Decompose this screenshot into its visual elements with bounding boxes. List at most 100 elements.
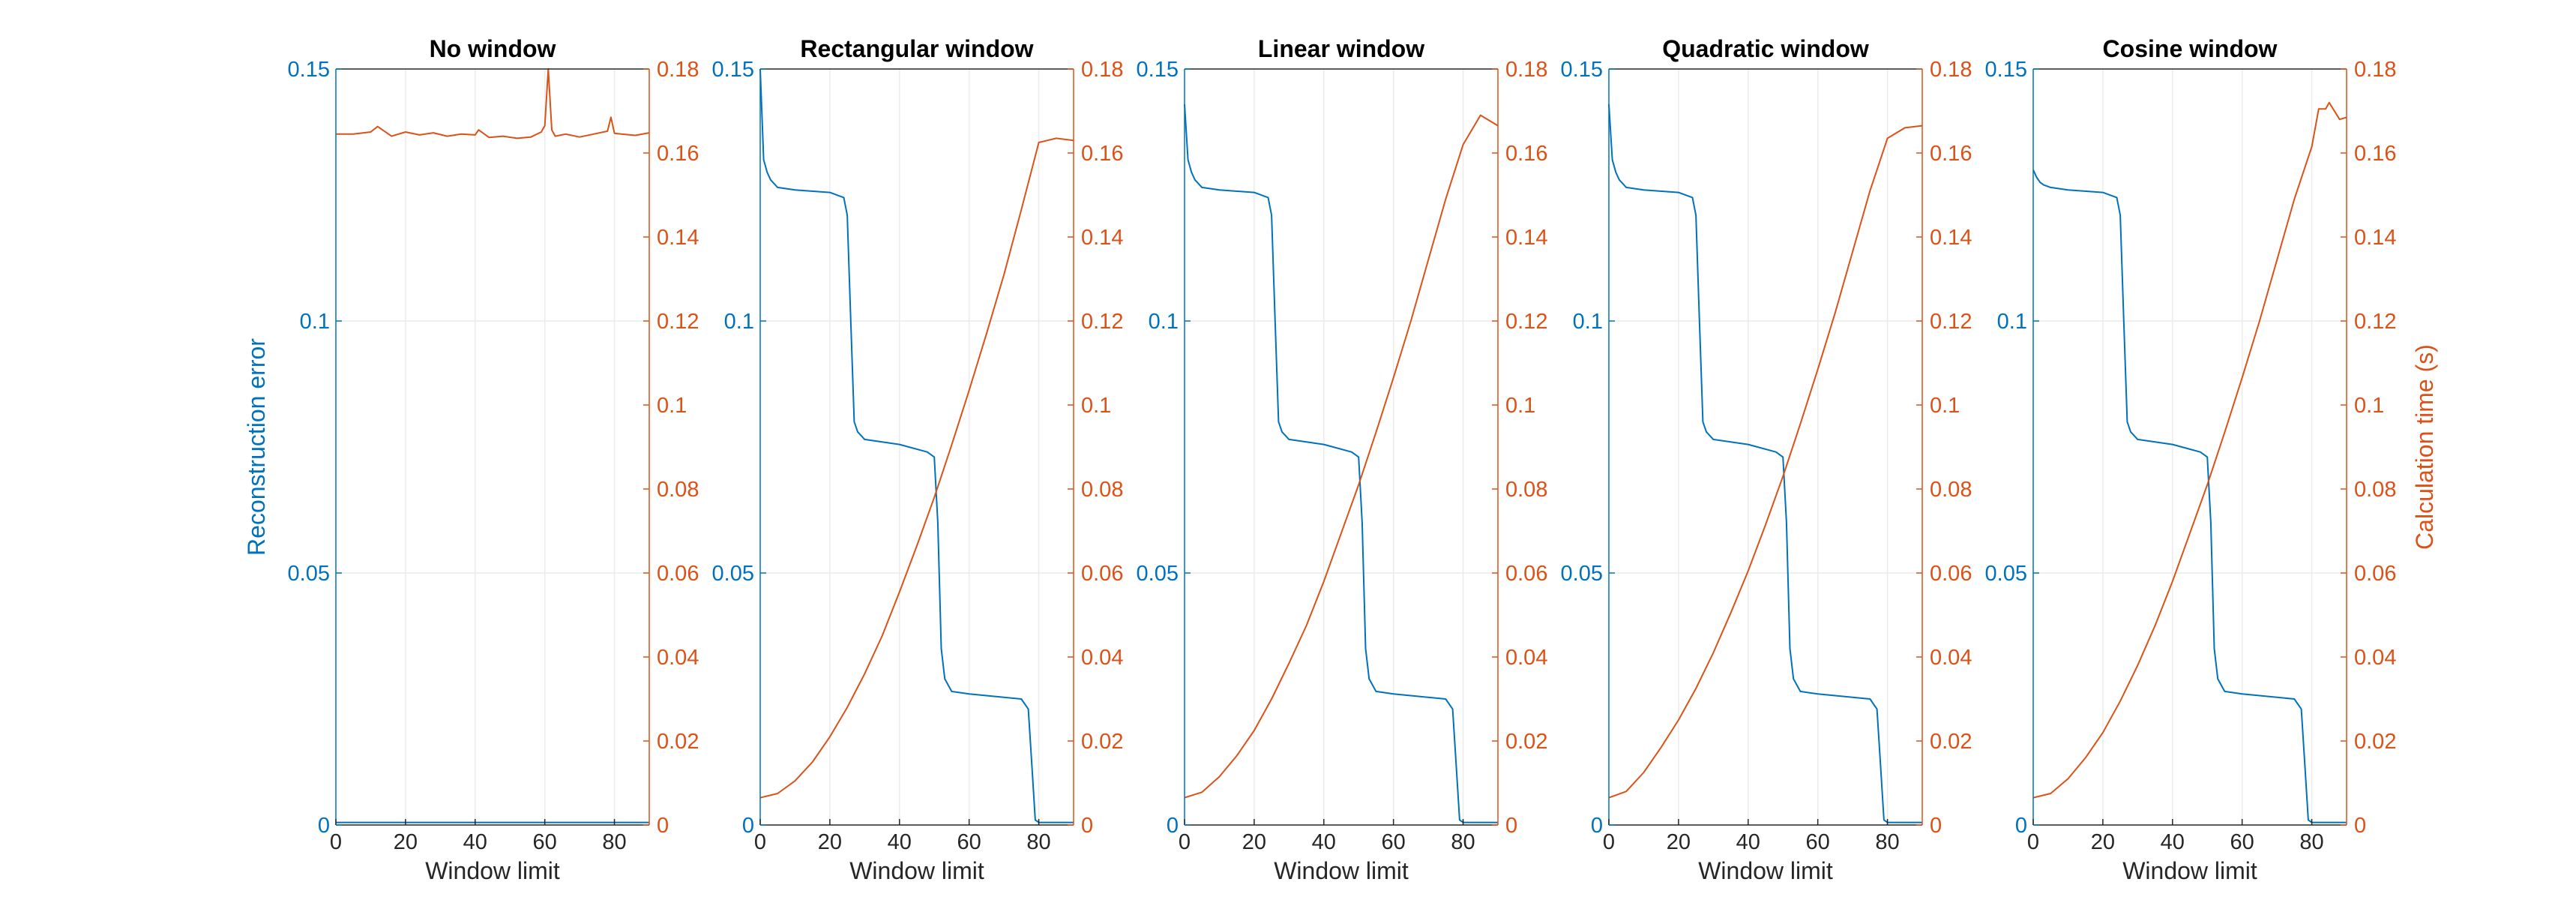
x-tick-label: 40 xyxy=(1312,830,1336,854)
y-tick-label-left: 0.15 xyxy=(1985,58,2027,82)
y-tick-label-left: 0.1 xyxy=(1149,310,1179,334)
x-tick-label: 20 xyxy=(1242,830,1266,854)
y-tick-label-right: 0.1 xyxy=(2354,394,2384,418)
y-tick-label-right: 0.18 xyxy=(657,58,699,82)
time-line xyxy=(336,68,650,140)
y-tick-label-left: 0.15 xyxy=(1561,58,1603,82)
x-axis-label: Window limit xyxy=(1274,857,1409,884)
y-tick-label-right: 0.18 xyxy=(1505,58,1547,82)
y-tick-label-right: 0.18 xyxy=(1930,58,1972,82)
chart-title: No window xyxy=(430,35,556,62)
chart-title: Linear window xyxy=(1258,35,1424,62)
y-tick-label-right: 0.16 xyxy=(657,142,699,166)
x-tick-label: 0 xyxy=(754,830,766,854)
x-tick-label: 20 xyxy=(1667,830,1691,854)
y-tick-label-left: 0.1 xyxy=(724,310,754,334)
panel-4: 0 20 40 60 80 0 0.05 0.1 0.15 0 0.02 0.04 0.06 0.08 0.… xyxy=(1561,35,1972,884)
time-line xyxy=(2032,101,2347,799)
time-line xyxy=(1184,114,1499,799)
y-tick-label-left: 0 xyxy=(742,814,754,838)
y-tick-label-right: 0.02 xyxy=(1505,730,1547,754)
y-tick-label-right: 0.1 xyxy=(1505,394,1535,418)
y-tick-label-left: 0.15 xyxy=(712,58,754,82)
y-tick-label-right: 0.14 xyxy=(1081,226,1123,250)
y-tick-label-right: 0.14 xyxy=(2354,226,2396,250)
panel-2: 0 20 40 60 80 0 0.05 0.1 0.15 0 0.02 0.04 0.06 0.08 0.… xyxy=(712,35,1124,884)
error-line xyxy=(2032,169,2347,824)
chart-title: Cosine window xyxy=(2103,35,2278,62)
y-tick-label-right: 0.04 xyxy=(657,646,699,670)
y-tick-label-right: 0.04 xyxy=(1081,646,1123,670)
x-tick-label: 60 xyxy=(533,830,557,854)
y-tick-label-right: 0.16 xyxy=(1505,142,1547,166)
y-tick-label-right: 0.12 xyxy=(2354,310,2396,334)
y-tick-label-right: 0.08 xyxy=(1505,478,1547,502)
error-line xyxy=(1184,104,1498,824)
y-tick-label-right: 0.18 xyxy=(2354,58,2396,82)
x-tick-label: 20 xyxy=(818,830,842,854)
y-tick-label-right: 0 xyxy=(657,814,669,838)
y-tick-label-left: 0.05 xyxy=(288,562,330,586)
y-tick-label-right: 0.06 xyxy=(1505,562,1547,586)
y-tick-label-right: 0.06 xyxy=(2354,562,2396,586)
x-tick-label: 80 xyxy=(1875,830,1899,854)
error-line xyxy=(759,68,1074,824)
y-tick-label-right: 0.08 xyxy=(2354,478,2396,502)
y-tick-label-right: 0.1 xyxy=(1930,394,1960,418)
y-tick-label-right: 0.02 xyxy=(2354,730,2396,754)
y-tick-label-left: 0.1 xyxy=(1573,310,1603,334)
y-tick-label-left: 0 xyxy=(1591,814,1603,838)
y-tick-label-right: 0.08 xyxy=(1930,478,1972,502)
x-tick-label: 40 xyxy=(463,830,487,854)
x-axis-label: Window limit xyxy=(1698,857,1833,884)
y-tick-label-right: 0.06 xyxy=(657,562,699,586)
panel-1: 0 20 40 60 80 0 0.05 0.1 0.15 0 0.02 0.04 0.06 0.08 0.… xyxy=(243,35,699,884)
y-tick-label-left: 0.15 xyxy=(1137,58,1179,82)
y-tick-label-right: 0.12 xyxy=(1505,310,1547,334)
y-tick-label-right: 0.12 xyxy=(657,310,699,334)
y-tick-label-right: 0.12 xyxy=(1930,310,1972,334)
y-tick-label-right: 0.14 xyxy=(657,226,699,250)
panel-5: 0 20 40 60 80 0 0.05 0.1 0.15 0 0.02 0.04 0.06 0.08 0.… xyxy=(1985,35,2438,884)
x-tick-label: 60 xyxy=(2230,830,2254,854)
y-tick-label-right: 0.14 xyxy=(1930,226,1972,250)
y-tick-label-left: 0.15 xyxy=(288,58,330,82)
y-tick-label-right: 0.02 xyxy=(1930,730,1972,754)
y-tick-label-right: 0.16 xyxy=(1081,142,1123,166)
chart-title: Rectangular window xyxy=(800,35,1033,62)
y-tick-label-left: 0 xyxy=(318,814,330,838)
y-tick-label-right: 0.1 xyxy=(1081,394,1111,418)
y-tick-label-right: 0 xyxy=(1930,814,1942,838)
x-tick-label: 40 xyxy=(1736,830,1760,854)
y-tick-label-right: 0.16 xyxy=(1930,142,1972,166)
y-tick-label-right: 0 xyxy=(2354,814,2366,838)
error-line xyxy=(1608,104,1922,824)
y-tick-label-right: 0.04 xyxy=(2354,646,2396,670)
y-tick-label-left: 0.05 xyxy=(1561,562,1603,586)
x-tick-label: 80 xyxy=(2299,830,2323,854)
y-tick-label-left: 0.05 xyxy=(712,562,754,586)
x-tick-label: 60 xyxy=(957,830,981,854)
y-tick-label-right: 0 xyxy=(1505,814,1517,838)
panel-3: 0 20 40 60 80 0 0.05 0.1 0.15 0 0.02 0.04 0.06 0.08 0.… xyxy=(1137,35,1548,884)
y-tick-label-right: 0.18 xyxy=(1081,58,1123,82)
chart-title: Quadratic window xyxy=(1662,35,1869,62)
x-axis-label: Window limit xyxy=(849,857,984,884)
y-tick-label-right: 0.06 xyxy=(1930,562,1972,586)
x-tick-label: 80 xyxy=(1451,830,1475,854)
y-tick-label-left: 0.05 xyxy=(1137,562,1179,586)
x-tick-label: 40 xyxy=(2161,830,2185,854)
x-tick-label: 40 xyxy=(888,830,912,854)
y-tick-label-left: 0.1 xyxy=(1997,310,2027,334)
y-tick-label-right: 0 xyxy=(1081,814,1093,838)
y-tick-label-right: 0.12 xyxy=(1081,310,1123,334)
time-line xyxy=(759,137,1074,799)
x-tick-label: 20 xyxy=(394,830,418,854)
y-tick-label-right: 0.08 xyxy=(657,478,699,502)
x-tick-label: 0 xyxy=(1179,830,1191,854)
x-tick-label: 80 xyxy=(602,830,626,854)
y-tick-label-left: 0 xyxy=(1167,814,1179,838)
x-tick-label: 80 xyxy=(1026,830,1050,854)
y-axis-label-right: Calculation time (s) xyxy=(2411,344,2438,550)
